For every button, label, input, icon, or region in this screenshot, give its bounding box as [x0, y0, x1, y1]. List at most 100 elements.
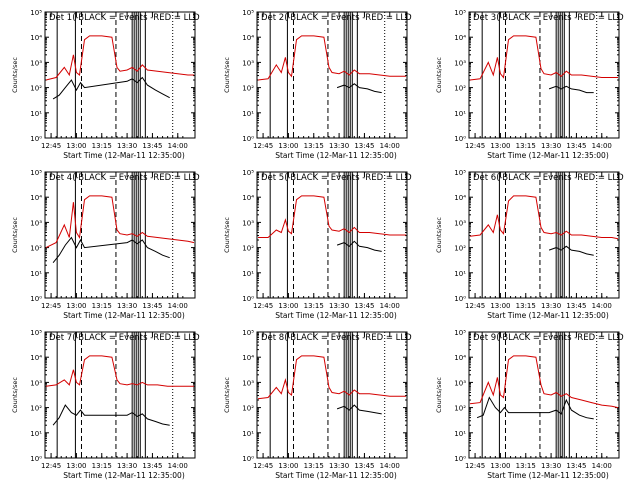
x-tick-label: 14:00	[168, 142, 188, 150]
x-axis-label: Start Time (12-Mar-11 12:35:00)	[275, 471, 397, 480]
x-tick-label: 13:00	[278, 142, 298, 150]
chart-panel-8: 10⁰ 10¹ 10² 10³ 10⁴ 10⁵ 12:45 13:00 13:15 13:30 13…	[223, 329, 412, 480]
y-tick-label: 10³	[30, 379, 42, 387]
x-tick-label: 13:30	[541, 302, 561, 310]
x-tick-label: 13:30	[541, 462, 561, 470]
x-tick-label: 12:45	[465, 462, 485, 470]
x-tick-label: 12:45	[465, 302, 485, 310]
x-tick-label: 14:00	[380, 462, 400, 470]
x-tick-label: 13:30	[541, 142, 561, 150]
y-tick-label: 10¹	[30, 270, 42, 278]
x-tick-label: 13:45	[354, 302, 374, 310]
y-tick-label: 10³	[242, 379, 254, 387]
x-tick-label: 14:00	[380, 302, 400, 310]
y-tick-label: 10²	[242, 85, 254, 93]
x-tick-label: 13:00	[66, 142, 86, 150]
x-tick-label: 14:00	[168, 462, 188, 470]
y-tick-label: 10²	[30, 85, 42, 93]
y-axis-label: Counts/sec	[11, 377, 19, 413]
y-tick-label: 10¹	[30, 110, 42, 118]
lld-series-line	[469, 355, 619, 409]
y-tick-label: 10⁵	[454, 169, 466, 177]
chart-title: Det 6(-BLACK = Events -RED = LLD	[473, 173, 624, 183]
events-series-line	[336, 240, 382, 252]
lld-series-line	[45, 355, 194, 387]
plot-frame	[468, 171, 620, 299]
x-tick-label: 13:00	[66, 302, 86, 310]
x-tick-label: 13:15	[516, 462, 536, 470]
y-tick-label: 10²	[242, 405, 254, 413]
x-tick-label: 13:15	[304, 142, 324, 150]
y-tick-label: 10¹	[454, 110, 466, 118]
x-tick-label: 13:45	[566, 462, 586, 470]
x-tick-label: 13:00	[66, 462, 86, 470]
x-axis-label: Start Time (12-Mar-11 12:35:00)	[487, 471, 609, 480]
y-tick-label: 10³	[30, 219, 42, 227]
x-tick-label: 13:30	[117, 462, 137, 470]
x-tick-label: 14:00	[592, 302, 612, 310]
y-axis-label: Counts/sec	[435, 57, 443, 93]
x-axis-label: Start Time (12-Mar-11 12:35:00)	[63, 311, 185, 320]
y-tick-label: 10⁰	[30, 295, 42, 303]
x-tick-label: 12:45	[253, 142, 273, 150]
x-tick-label: 13:30	[329, 302, 349, 310]
x-axis-label: Start Time (12-Mar-11 12:35:00)	[63, 471, 185, 480]
plot-frame	[468, 331, 620, 459]
x-tick-label: 12:45	[41, 142, 61, 150]
x-tick-label: 13:00	[490, 302, 510, 310]
events-series-line	[52, 76, 170, 100]
plot-frame	[44, 171, 196, 299]
x-tick-label: 13:45	[354, 462, 374, 470]
x-tick-label: 14:00	[592, 462, 612, 470]
y-tick-label: 10⁵	[30, 329, 42, 337]
x-tick-label: 13:15	[516, 302, 536, 310]
y-tick-label: 10⁰	[454, 135, 466, 143]
y-axis-label: Counts/sec	[435, 377, 443, 413]
events-series-line	[548, 85, 594, 94]
plot-frame	[44, 331, 196, 459]
events-series-line	[52, 404, 170, 426]
y-axis-label: Counts/sec	[11, 217, 19, 253]
y-tick-label: 10³	[454, 59, 466, 67]
x-tick-label: 13:45	[354, 142, 374, 150]
y-tick-label: 10²	[454, 405, 466, 413]
y-tick-label: 10⁵	[242, 329, 254, 337]
x-tick-label: 13:45	[566, 302, 586, 310]
chart-panel-9: 10⁰ 10¹ 10² 10³ 10⁴ 10⁵ 12:45 13:00 13:15 13:30 13…	[435, 329, 624, 480]
x-tick-label: 12:45	[41, 302, 61, 310]
x-tick-label: 13:00	[490, 462, 510, 470]
x-tick-label: 13:15	[304, 462, 324, 470]
x-tick-label: 12:45	[253, 462, 273, 470]
events-series-line	[336, 83, 382, 94]
x-tick-label: 12:45	[465, 142, 485, 150]
y-tick-label: 10⁵	[454, 9, 466, 17]
y-tick-label: 10⁴	[30, 194, 42, 202]
x-tick-label: 13:15	[92, 302, 112, 310]
lld-series-line	[258, 195, 406, 238]
y-tick-label: 10⁵	[30, 9, 42, 17]
x-tick-label: 13:30	[117, 142, 137, 150]
y-tick-label: 10³	[454, 219, 466, 227]
lld-series-line	[469, 35, 618, 81]
y-tick-label: 10²	[30, 405, 42, 413]
lld-series-line	[45, 35, 194, 81]
y-tick-label: 10²	[454, 245, 466, 253]
y-tick-label: 10⁵	[242, 9, 254, 17]
y-axis-label: Counts/sec	[223, 377, 231, 413]
y-tick-label: 10⁰	[242, 295, 254, 303]
x-tick-label: 13:45	[142, 302, 162, 310]
chart-panel-7: 10⁰ 10¹ 10² 10³ 10⁴ 10⁵ 12:45 13:00 13:15 13:30 13…	[11, 329, 200, 480]
lld-series-line	[257, 35, 406, 81]
x-axis-label: Start Time (12-Mar-11 12:35:00)	[63, 151, 185, 160]
y-axis-label: Counts/sec	[435, 217, 443, 253]
y-tick-label: 10¹	[242, 270, 254, 278]
y-tick-label: 10⁵	[242, 169, 254, 177]
x-axis-label: Start Time (12-Mar-11 12:35:00)	[275, 151, 397, 160]
plot-frame	[44, 11, 196, 139]
x-tick-label: 14:00	[168, 302, 188, 310]
y-tick-label: 10⁴	[30, 34, 42, 42]
x-tick-label: 13:15	[92, 142, 112, 150]
x-tick-label: 13:00	[278, 302, 298, 310]
y-axis-label: Counts/sec	[223, 217, 231, 253]
y-tick-label: 10⁰	[242, 135, 254, 143]
